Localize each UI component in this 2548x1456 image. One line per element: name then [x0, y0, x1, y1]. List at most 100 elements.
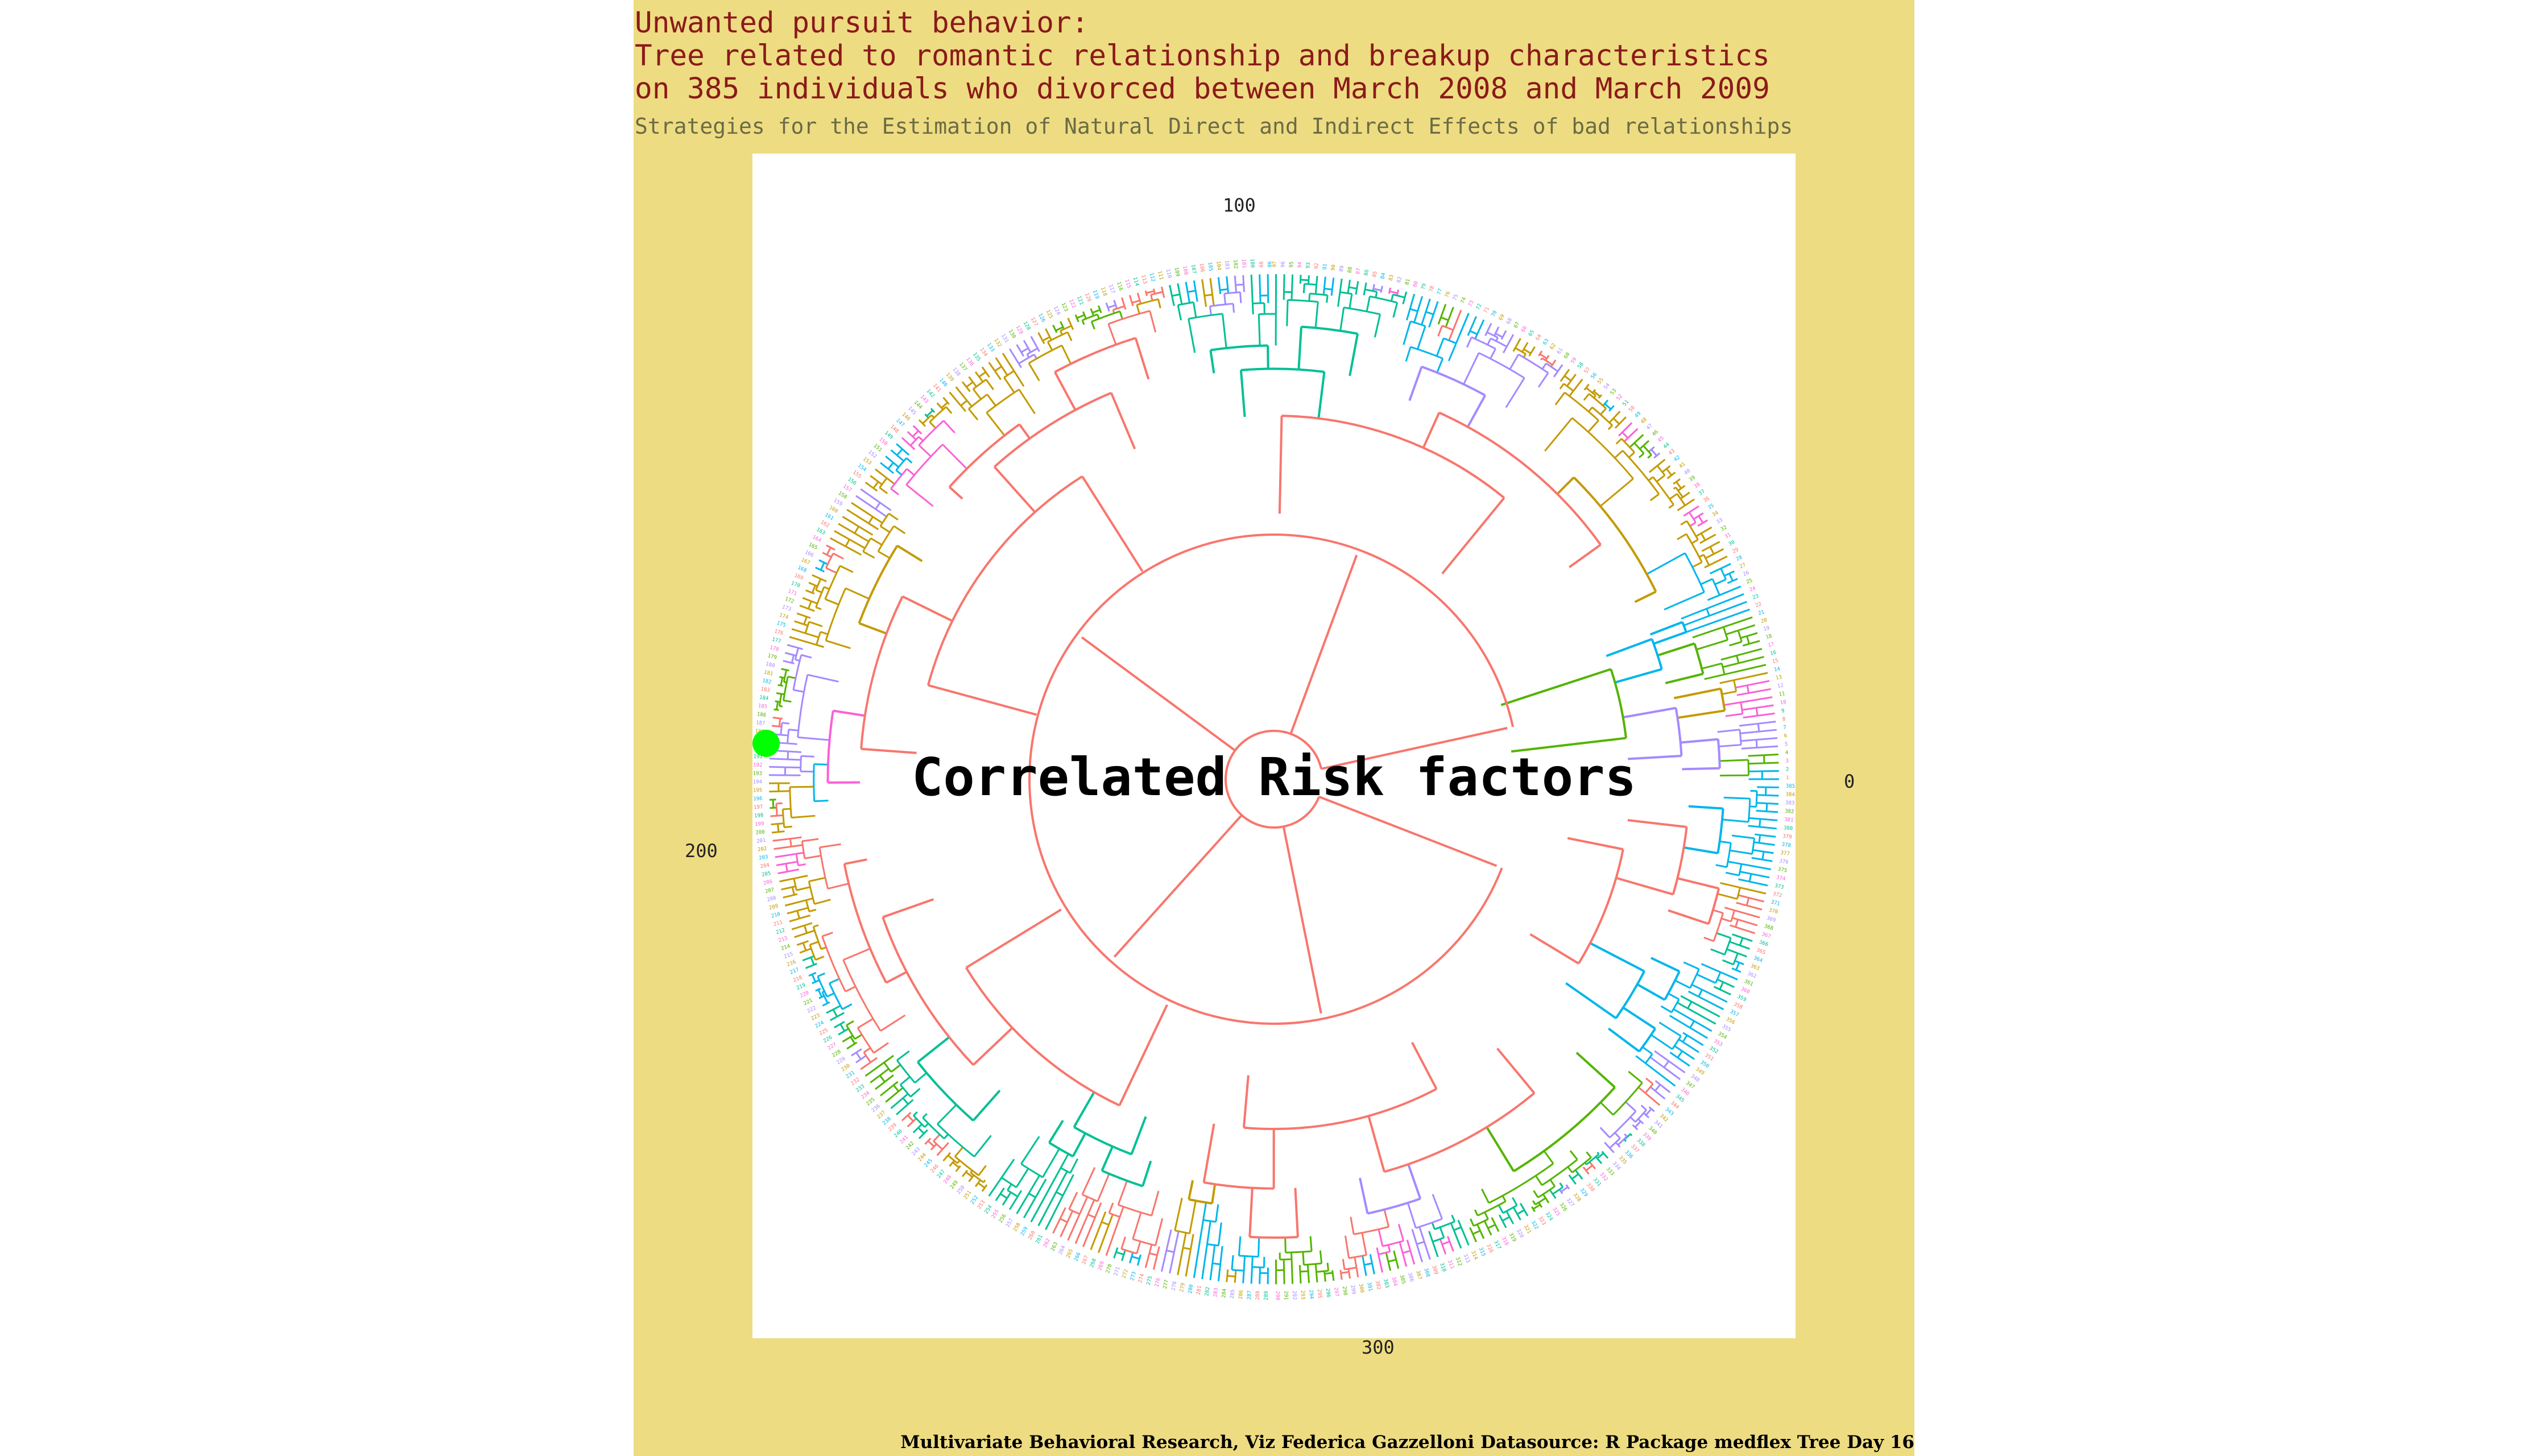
leaf-label: 221	[803, 998, 813, 1007]
leaf-label: 300	[1358, 1283, 1365, 1293]
leaf-label: 382	[1785, 809, 1794, 815]
branch-arc	[1638, 1028, 1656, 1052]
leaf-label: 309	[1430, 1265, 1439, 1276]
branch-segment	[1439, 1227, 1445, 1238]
branch-segment	[855, 1058, 862, 1064]
branch-segment	[884, 1074, 894, 1083]
branch-segment	[1568, 1174, 1573, 1180]
leaf-label: 161	[824, 512, 834, 522]
branch-segment	[1528, 353, 1532, 357]
branch-segment	[945, 406, 953, 414]
branch-arc	[1682, 1035, 1688, 1043]
branch-segment	[1314, 301, 1319, 328]
branch-segment	[833, 709, 866, 717]
leaf-label: 19	[1763, 626, 1770, 633]
branch-segment	[943, 1134, 949, 1139]
branch-segment	[1532, 1200, 1536, 1205]
branch-segment	[1472, 1234, 1478, 1243]
branch-arc	[1612, 1082, 1643, 1116]
branch-segment	[797, 907, 809, 912]
branch-segment	[1682, 1041, 1699, 1053]
branch-arc	[1392, 293, 1405, 299]
branch-segment	[1726, 948, 1738, 954]
angle-label-100: 100	[1223, 195, 1256, 216]
branch-segment	[890, 449, 898, 456]
branch-segment	[1017, 363, 1022, 369]
leaf-label: 170	[790, 581, 801, 589]
leaf-label: 257	[1005, 1218, 1015, 1228]
branch-segment	[1447, 307, 1454, 321]
branch-segment	[791, 628, 806, 634]
branch-segment	[776, 802, 783, 805]
leaf-label: 318	[1500, 1236, 1509, 1247]
branch-segment	[1302, 1251, 1305, 1265]
branch-segment	[1250, 1267, 1253, 1284]
leaf-label: 114	[1132, 276, 1140, 287]
branch-arc	[1738, 863, 1743, 876]
leaf-label: 28	[1735, 555, 1743, 562]
leaf-label: 45	[1657, 435, 1665, 444]
branch-segment	[1081, 1167, 1096, 1195]
branch-segment	[1348, 279, 1351, 288]
branch-segment	[1319, 1250, 1323, 1264]
leaf-label: 267	[1081, 1255, 1090, 1265]
branch-segment	[1705, 533, 1716, 541]
branch-segment	[1559, 1182, 1564, 1188]
branch-segment	[890, 1097, 904, 1109]
branch-arc	[1343, 307, 1380, 316]
leaf-label: 205	[762, 871, 772, 878]
leaf-label: 229	[835, 1056, 846, 1066]
branch-arc	[1539, 353, 1548, 359]
branch-segment	[816, 644, 825, 648]
branch-segment	[880, 462, 889, 470]
branch-segment	[1567, 1166, 1573, 1173]
branch-segment	[892, 462, 899, 468]
branch-arc	[1471, 336, 1496, 350]
branch-arc	[821, 936, 846, 992]
branch-segment	[1765, 794, 1779, 797]
branch-segment	[1445, 320, 1450, 328]
branch-segment	[1583, 393, 1590, 401]
branch-segment	[1402, 297, 1406, 305]
leaf-label: 64	[1535, 333, 1543, 341]
branch-segment	[1669, 1015, 1691, 1029]
branch-segment	[1393, 1250, 1397, 1260]
branch-segment	[883, 1054, 894, 1064]
branch-segment	[1736, 692, 1749, 696]
branch-segment	[1322, 288, 1325, 295]
branch-segment	[1226, 1269, 1229, 1276]
leaf-label: 268	[1089, 1258, 1098, 1268]
branch-segment	[902, 1093, 909, 1099]
branch-segment	[1763, 850, 1774, 854]
branch-segment	[1748, 817, 1761, 820]
branch-arc	[804, 621, 810, 634]
leaf-label: 49	[1634, 411, 1643, 419]
leaf-label: 373	[1774, 883, 1784, 891]
branch-segment	[1460, 1227, 1470, 1246]
leaf-label: 89	[1339, 265, 1345, 272]
branch-segment	[854, 1033, 863, 1040]
leaf-label: 285	[1230, 1289, 1236, 1299]
branch-arc	[1341, 1271, 1350, 1274]
leaf-label: 214	[780, 944, 791, 952]
branch-segment	[1718, 744, 1742, 747]
branch-segment	[1549, 1179, 1556, 1187]
branch-segment	[1751, 857, 1763, 861]
branch-segment	[771, 823, 778, 826]
leaf-label: 324	[1544, 1211, 1554, 1222]
leaf-label: 163	[815, 527, 826, 536]
branch-segment	[1344, 1235, 1350, 1259]
branch-segment	[1614, 450, 1624, 459]
branch-arc	[952, 1161, 960, 1169]
leaf-label: 50	[1628, 405, 1636, 413]
branch-segment	[1523, 342, 1529, 350]
leaf-label: 7	[1783, 725, 1786, 731]
branch-segment	[1651, 446, 1655, 450]
branch-segment	[1644, 1092, 1661, 1106]
branch-arc	[858, 545, 899, 624]
branch-arc	[780, 722, 783, 735]
branch-segment	[1417, 296, 1424, 312]
branch-segment	[1347, 287, 1350, 293]
branch-arc	[1207, 1243, 1219, 1247]
branch-segment	[1533, 1190, 1539, 1198]
